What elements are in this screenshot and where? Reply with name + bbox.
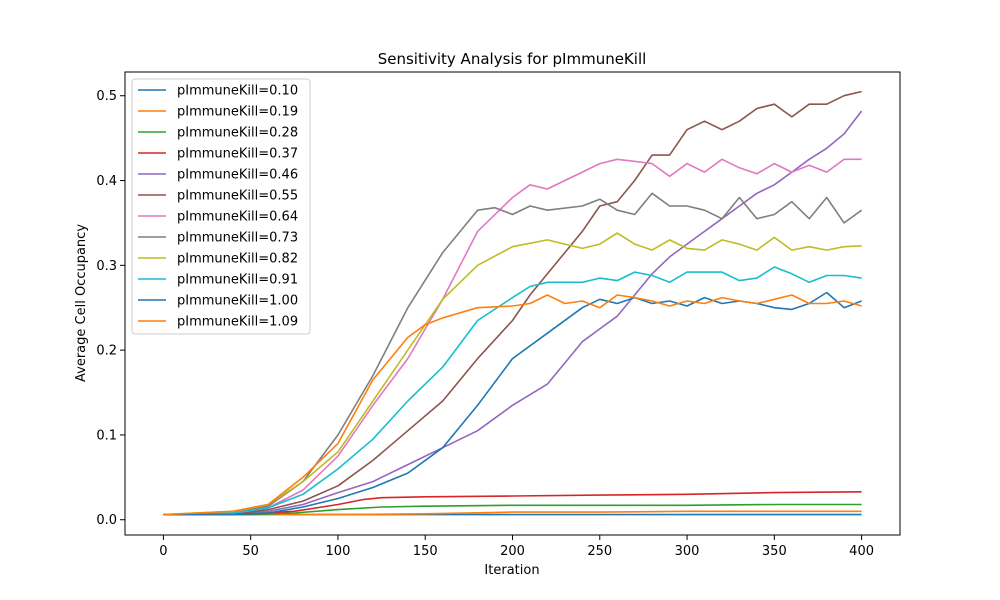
series-line-11 — [163, 294, 862, 516]
series-layer — [163, 90, 863, 516]
legend-entry-label: pImmuneKill=1.09 — [177, 315, 298, 330]
x-tick-label: 150 — [413, 544, 438, 559]
series-line-5 — [163, 90, 862, 516]
x-tick-label: 200 — [500, 544, 525, 559]
x-tick-label: 250 — [587, 544, 612, 559]
x-axis-label: Iteration — [484, 563, 539, 578]
y-axis-label: Average Cell Occupancy — [74, 224, 89, 382]
x-tick-label: 100 — [326, 544, 351, 559]
legend-entry-label: pImmuneKill=0.37 — [177, 147, 298, 162]
y-tick-label: 0.0 — [96, 513, 117, 528]
legend-entry-label: pImmuneKill=0.91 — [177, 273, 298, 288]
series-line-6 — [163, 158, 862, 516]
ticks-layer: 0 50 100 150 200 250 300 350 400 0.0 0.1 0.2 0.3 0.4 0… — [96, 89, 874, 559]
legend-entry-label: pImmuneKill=0.82 — [177, 252, 298, 267]
series-line-7 — [163, 192, 863, 516]
series-line-2 — [163, 503, 862, 516]
x-tick-label: 0 — [159, 544, 167, 559]
x-tick-label: 350 — [762, 544, 787, 559]
series-line-4 — [163, 110, 863, 516]
legend-entry-label: pImmuneKill=0.46 — [177, 168, 298, 183]
series-line-10 — [163, 291, 862, 516]
x-tick-label: 300 — [675, 544, 700, 559]
series-line-9 — [163, 266, 862, 516]
series-line-3 — [163, 491, 862, 516]
y-tick-label: 0.2 — [96, 344, 117, 359]
legend-entry-label: pImmuneKill=0.55 — [177, 189, 298, 204]
legend-entry-label: pImmuneKill=0.73 — [177, 231, 298, 246]
y-tick-label: 0.3 — [96, 259, 117, 274]
chart-title: Sensitivity Analysis for pImmuneKill — [378, 50, 647, 68]
y-tick-label: 0.4 — [96, 174, 117, 189]
legend: pImmuneKill=0.10 pImmuneKill=0.19 pImmuneK… — [131, 78, 311, 335]
y-tick-label: 0.1 — [96, 428, 117, 443]
legend-entry-label: pImmuneKill=0.64 — [177, 210, 298, 225]
legend-entry-label: pImmuneKill=0.10 — [177, 84, 298, 99]
legend-entry-label: pImmuneKill=1.00 — [177, 294, 298, 309]
x-tick-label: 400 — [849, 544, 874, 559]
y-tick-label: 0.5 — [96, 89, 117, 104]
series-line-8 — [163, 232, 862, 516]
legend-frame — [131, 78, 311, 335]
series-line-1 — [163, 510, 862, 516]
legend-entry-label: pImmuneKill=0.28 — [177, 126, 298, 141]
legend-entry-label: pImmuneKill=0.19 — [177, 105, 298, 120]
x-tick-label: 50 — [242, 544, 259, 559]
